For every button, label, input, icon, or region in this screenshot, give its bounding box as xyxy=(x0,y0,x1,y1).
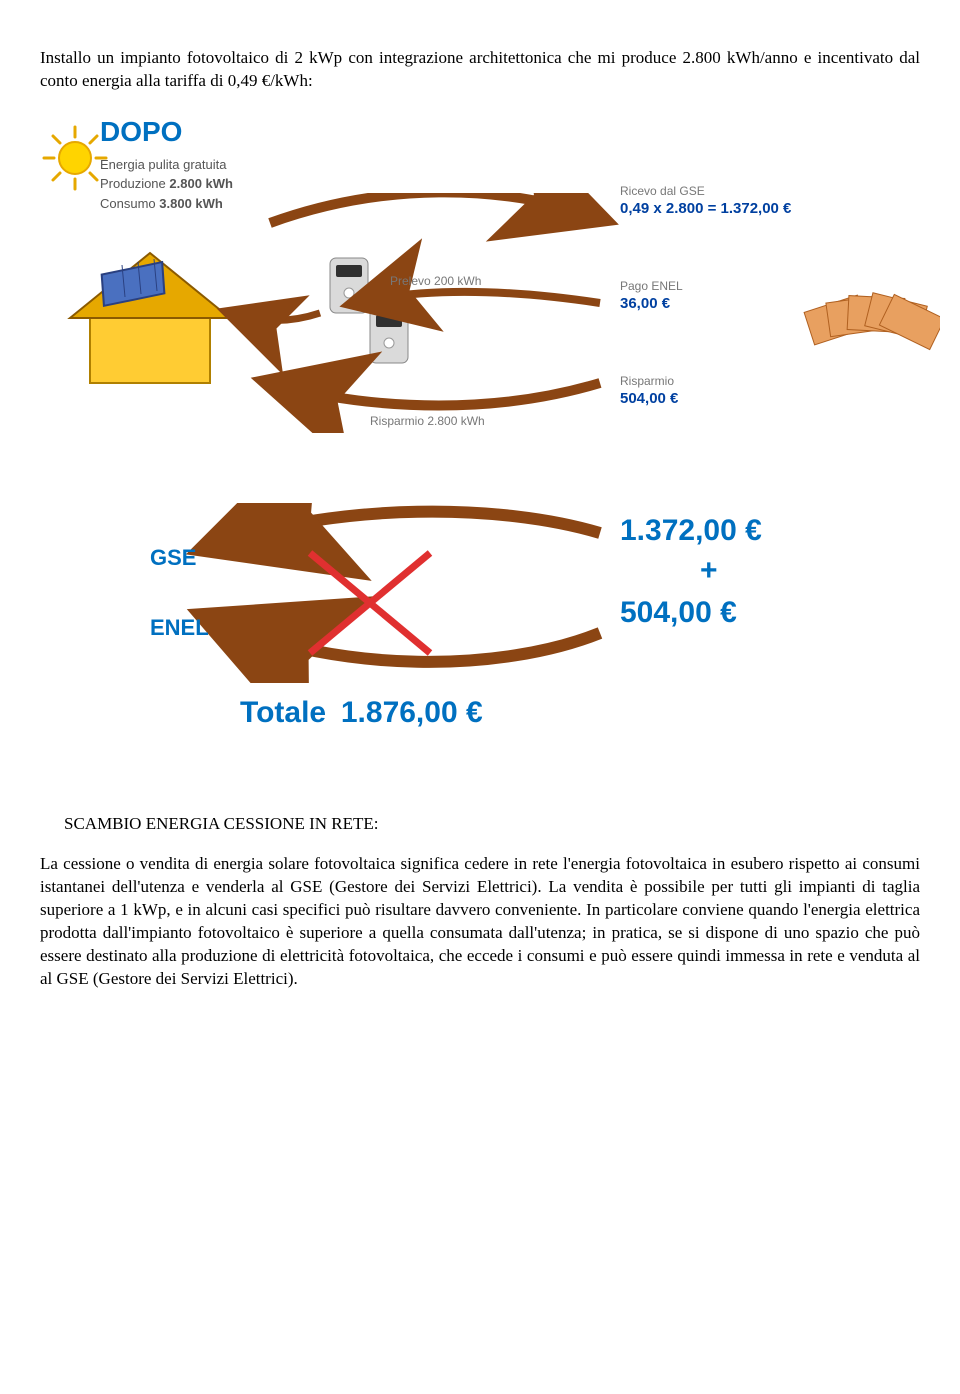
consumo-label: Consumo xyxy=(100,196,156,211)
section-title: SCAMBIO ENERGIA CESSIONE IN RETE: xyxy=(40,813,920,836)
produzione-value: 2.800 kWh xyxy=(169,176,233,191)
gse-value: 1.372,00 € xyxy=(620,511,762,552)
total-value: 1.876,00 € xyxy=(341,696,483,729)
prelievo-label: Prelevo 200 kWh xyxy=(390,273,481,289)
gse-label: GSE xyxy=(150,543,196,573)
risparmio-center-label: Risparmio 2.800 kWh xyxy=(370,413,485,429)
risparmio-value: 504,00 € xyxy=(620,389,678,409)
ricevo-label: Ricevo dal GSE xyxy=(620,183,791,199)
pago-label: Pago ENEL xyxy=(620,278,683,294)
risparmio-label: Risparmio xyxy=(620,373,678,389)
total-label: Totale xyxy=(240,696,326,729)
body-paragraph: La cessione o vendita di energia solare … xyxy=(40,853,920,991)
sub-energia-pulita: Energia pulita gratuita xyxy=(100,155,233,175)
sun-icon xyxy=(40,123,110,193)
dopo-infographic: DOPO Energia pulita gratuita Produzione … xyxy=(40,113,920,463)
money-icon xyxy=(800,263,940,363)
pago-value: 36,00 € xyxy=(620,294,683,314)
dopo-title: DOPO xyxy=(100,113,233,151)
intro-paragraph: Installo un impianto fotovoltaico di 2 k… xyxy=(40,47,920,93)
enel-label: ENEL xyxy=(150,613,209,643)
plus-sign: + xyxy=(700,551,718,592)
totals-block: GSE ENEL 1.372,00 € + 504,00 € Totale 1.… xyxy=(40,503,920,763)
totals-arrows xyxy=(140,503,640,683)
flow-arrows xyxy=(200,193,620,433)
ricevo-value: 0,49 x 2.800 = 1.372,00 € xyxy=(620,199,791,219)
enel-value: 504,00 € xyxy=(620,593,737,634)
